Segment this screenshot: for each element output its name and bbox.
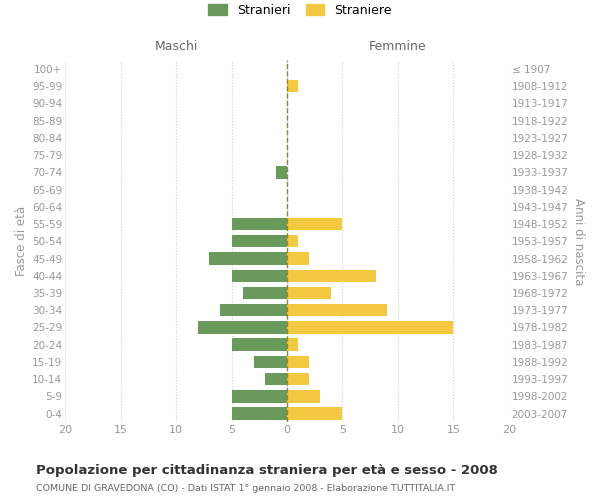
Bar	[287, 218, 343, 230]
Bar	[287, 321, 454, 334]
Bar	[287, 338, 298, 351]
Bar	[276, 166, 287, 178]
Bar	[287, 408, 343, 420]
Bar	[287, 252, 309, 264]
Y-axis label: Anni di nascita: Anni di nascita	[572, 198, 585, 285]
Bar	[265, 373, 287, 386]
Bar	[287, 270, 376, 282]
Bar	[232, 218, 287, 230]
Legend: Stranieri, Straniere: Stranieri, Straniere	[206, 1, 394, 19]
Bar	[232, 270, 287, 282]
Bar	[232, 338, 287, 351]
Text: COMUNE DI GRAVEDONA (CO) - Dati ISTAT 1° gennaio 2008 - Elaborazione TUTTITALIA.: COMUNE DI GRAVEDONA (CO) - Dati ISTAT 1°…	[36, 484, 455, 493]
Bar	[287, 287, 331, 299]
Text: Popolazione per cittadinanza straniera per età e sesso - 2008: Popolazione per cittadinanza straniera p…	[36, 464, 498, 477]
Bar	[287, 373, 309, 386]
Text: Femmine: Femmine	[369, 40, 427, 54]
Y-axis label: Fasce di età: Fasce di età	[15, 206, 28, 276]
Bar	[232, 408, 287, 420]
Bar	[254, 356, 287, 368]
Bar	[220, 304, 287, 316]
Bar	[232, 235, 287, 248]
Bar	[198, 321, 287, 334]
Bar	[287, 80, 298, 92]
Bar	[232, 390, 287, 402]
Bar	[287, 235, 298, 248]
Bar	[287, 356, 309, 368]
Bar	[242, 287, 287, 299]
Bar	[287, 304, 387, 316]
Text: Maschi: Maschi	[154, 40, 198, 54]
Bar	[287, 390, 320, 402]
Bar	[209, 252, 287, 264]
